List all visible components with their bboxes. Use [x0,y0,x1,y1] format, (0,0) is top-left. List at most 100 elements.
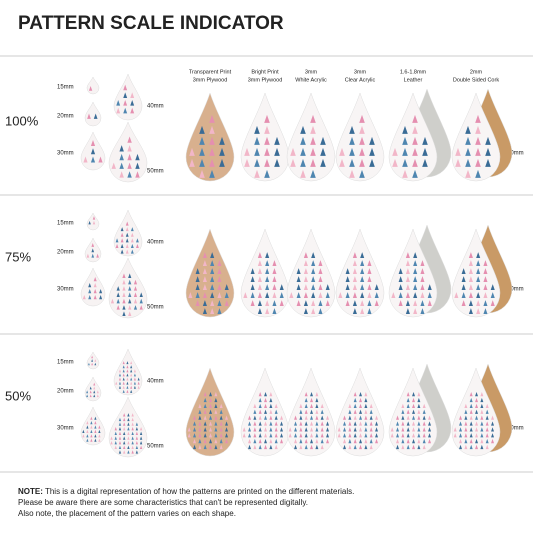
tree [118,436,122,440]
tree [476,284,481,290]
tree [90,156,96,163]
tree [133,373,136,377]
tree [311,252,316,258]
tree [412,415,416,420]
tree [214,397,218,403]
teardrop [80,406,106,446]
tree [135,171,140,178]
tree [461,284,466,290]
tree [294,444,298,450]
tree [131,413,134,417]
tree [303,268,308,274]
tree [406,403,410,408]
tree [427,292,432,298]
tree [96,390,99,394]
tree [428,421,432,426]
tree [320,403,324,408]
tree [315,444,319,450]
tree [311,292,316,298]
tree [367,284,372,290]
tree [320,444,324,450]
tree [257,252,262,258]
tree [352,268,357,274]
tree [224,284,229,290]
tree [396,444,400,450]
tree [491,415,495,420]
tree [202,300,207,306]
tree [359,392,363,397]
tree [359,114,365,123]
tree [209,444,213,450]
tree [91,362,94,366]
tree [483,260,488,266]
tree [199,136,205,145]
tree [187,433,191,438]
tree [475,444,479,450]
tree [264,147,270,156]
tree [280,433,284,438]
tree [130,377,133,381]
tree [318,292,323,298]
tree [123,450,126,454]
tree [360,292,365,298]
tree [258,421,262,426]
tree [118,373,122,377]
tree [402,169,408,178]
note-line: This is a digital representation of how … [45,487,354,496]
tree [269,403,273,408]
tree [367,292,372,298]
tree [320,438,324,444]
note-label: NOTE: [18,487,43,496]
tree [398,300,403,306]
tree [417,392,421,397]
tree [87,113,91,119]
tree [225,415,229,420]
tree [94,421,97,425]
tree [131,417,134,422]
tree [135,431,139,436]
tree [367,268,372,274]
tree [299,438,303,444]
tree [258,427,262,432]
tree [248,421,252,426]
tree [214,444,218,450]
tree [304,427,308,432]
tree [280,438,284,444]
tree [188,292,193,298]
tree [209,125,215,134]
tree [123,84,128,91]
tree [274,433,278,438]
tree [475,409,479,414]
tree [250,268,255,274]
tree [264,403,268,408]
tree [375,427,379,432]
size-label: 20mm [57,114,74,120]
tree [224,292,229,298]
teardrop [335,92,385,182]
tree [417,438,421,444]
tree [311,276,316,282]
tree [274,427,278,432]
tree [360,308,365,314]
tree [294,427,298,432]
tree [459,415,463,420]
tree [468,300,473,306]
tree [94,429,97,433]
tree [290,147,296,156]
tree [359,169,365,178]
tree [130,107,135,114]
tree [455,158,461,167]
tree [294,433,298,438]
tree [135,243,139,248]
tree [90,438,93,442]
tree [310,444,314,450]
tree [253,438,257,444]
tree [369,147,375,156]
tree [310,169,316,178]
tree [475,415,479,420]
tree [210,260,215,266]
tree [402,125,408,134]
tree [198,421,202,426]
tree [111,162,116,169]
tree [475,125,481,134]
